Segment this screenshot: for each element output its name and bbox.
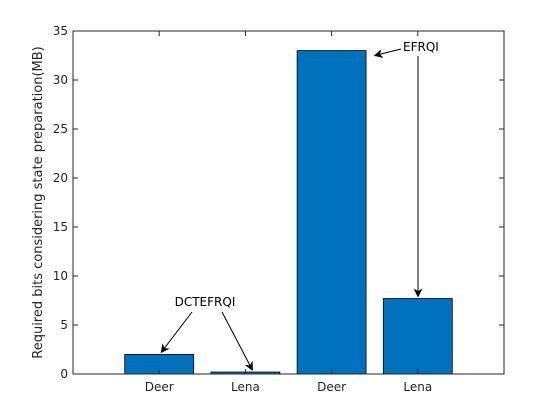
- y-tick-label: 35: [53, 24, 68, 38]
- y-tick-label: 20: [53, 171, 68, 185]
- annotation-dctefrqi: DCTEFRQI: [175, 295, 236, 309]
- annotations-layer: DCTEFRQI EFRQI: [160, 40, 439, 371]
- plot-area-frame: [72, 30, 505, 375]
- annotation-arrow: [373, 48, 402, 58]
- bar-4-lena: [382, 298, 453, 375]
- x-tick-label: Deer: [145, 380, 174, 394]
- y-tick-label: 5: [60, 318, 68, 332]
- y-tick-label: 10: [53, 269, 68, 283]
- annotation-efrqi: EFRQI: [403, 40, 439, 54]
- y-tick-label: 0: [60, 367, 68, 381]
- annotation-arrow: [160, 311, 193, 354]
- annotation-arrow: [221, 311, 253, 371]
- bar-3-deer: [296, 50, 367, 375]
- x-tick-label: Lena: [231, 380, 260, 394]
- bars-layer: [124, 50, 453, 375]
- y-tick-label: 25: [53, 122, 68, 136]
- x-tick-label: Lena: [403, 380, 432, 394]
- x-tick-label: Deer: [317, 380, 346, 394]
- ticks-layer: 0 5 10 15 20 25 30 35 Deer Lena Deer Lena: [53, 24, 504, 394]
- y-tick-label: 30: [53, 73, 68, 87]
- y-axis-label: Required bits considering state preparat…: [31, 46, 46, 359]
- y-tick-label: 15: [53, 220, 68, 234]
